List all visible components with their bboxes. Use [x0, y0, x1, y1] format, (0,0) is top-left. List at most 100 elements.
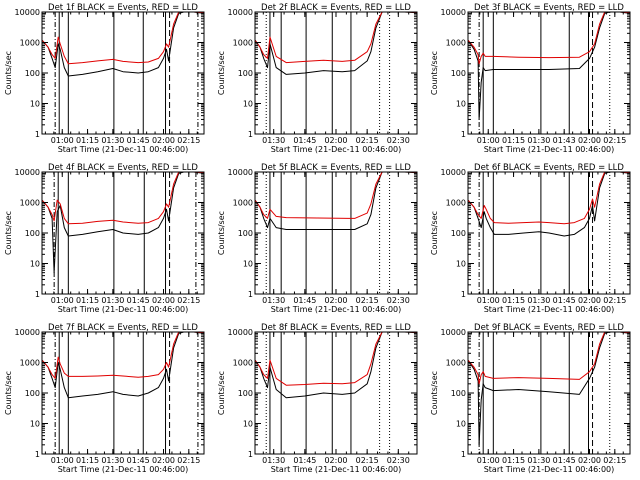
- panel-det-9: 1 10 100 1000 10000 01:00 01:15 01:30 01:45 02:00…: [430, 323, 631, 474]
- x-tick-label: 01:00: [477, 136, 500, 145]
- x-tick-label: 01:00: [477, 296, 500, 305]
- y-tick-label: 1: [248, 450, 253, 459]
- x-tick-label: 01:45: [127, 296, 150, 305]
- y-tick-label: 10: [456, 100, 466, 109]
- y-tick-label: 10: [456, 420, 466, 429]
- x-tick-label: 01:00: [51, 296, 74, 305]
- x-tick-label: 02:15: [356, 296, 379, 305]
- plot-frame: [467, 331, 631, 455]
- panel-det-5: 1 10 100 1000 10000 01:30 01:45 02:00 02:15 02:30…: [217, 163, 418, 314]
- x-axis-title: Start Time (21-Dec-11 00:46:00): [58, 465, 189, 474]
- y-tick-label: 1000: [446, 359, 466, 368]
- panel-title: Det 7f BLACK = Events, RED = LLD: [48, 323, 198, 333]
- panel-title: Det 8f BLACK = Events, RED = LLD: [261, 323, 411, 333]
- events-series-line: [41, 331, 205, 399]
- x-tick-label: 01:15: [502, 456, 525, 465]
- x-axis-title: Start Time (21-Dec-11 00:46:00): [484, 305, 615, 314]
- panel-det-3: 1 10 100 1000 10000 01:00 01:15 01:30 01:43 02:00…: [430, 3, 631, 154]
- panel-title: Det 4f BLACK = Events, RED = LLD: [48, 163, 198, 173]
- y-tick-label: 1000: [233, 359, 253, 368]
- x-tick-label: 02:00: [578, 296, 601, 305]
- x-tick-label: 02:00: [152, 456, 175, 465]
- panel-det-2: 1 10 100 1000 10000 01:30 01:45 02:00 02:15 02:30…: [217, 3, 418, 154]
- panel-det-1: 1 10 100 1000 10000 01:00 01:15 01:30 01:45 02:00…: [4, 3, 205, 154]
- x-tick-label: 02:15: [356, 456, 379, 465]
- y-axis-title: Counts/sec: [4, 51, 13, 95]
- x-tick-label: 02:15: [356, 136, 379, 145]
- y-tick-label: 1000: [233, 39, 253, 48]
- x-tick-label: 02:15: [177, 456, 200, 465]
- events-series-line: [254, 331, 418, 399]
- x-tick-label: 02:00: [324, 456, 347, 465]
- y-tick-label: 100: [25, 389, 40, 398]
- y-tick-label: 1000: [446, 39, 466, 48]
- x-axis-title: Start Time (21-Dec-11 00:46:00): [484, 465, 615, 474]
- x-axis-title: Start Time (21-Dec-11 00:46:00): [58, 305, 189, 314]
- x-tick-label: 02:15: [603, 456, 626, 465]
- events-series-line: [467, 171, 631, 237]
- x-tick-label: 01:15: [502, 136, 525, 145]
- events-series-line: [254, 171, 418, 230]
- lld-series-line: [467, 171, 631, 225]
- events-series-line: [467, 331, 631, 446]
- y-axis-title: Counts/sec: [430, 51, 439, 95]
- y-tick-label: 1: [35, 450, 40, 459]
- x-tick-label: 02:00: [578, 136, 601, 145]
- x-tick-label: 02:15: [177, 296, 200, 305]
- x-axis-title: Start Time (21-Dec-11 00:46:00): [271, 465, 402, 474]
- y-axis-title: Counts/sec: [217, 211, 226, 255]
- y-tick-label: 1: [461, 290, 466, 299]
- y-tick-label: 10000: [15, 328, 40, 337]
- x-tick-label: 01:45: [293, 296, 316, 305]
- lld-series-line: [41, 11, 205, 65]
- x-tick-label: 01:15: [76, 136, 99, 145]
- y-tick-label: 1: [248, 130, 253, 139]
- y-tick-label: 10: [30, 420, 40, 429]
- x-tick-label: 02:00: [152, 136, 175, 145]
- y-axis-title: Counts/sec: [4, 211, 13, 255]
- y-tick-label: 100: [451, 389, 466, 398]
- panel-det-4: 1 10 100 1000 10000 01:00 01:15 01:30 01:45 02:00…: [4, 163, 205, 314]
- y-axis-title: Counts/sec: [430, 371, 439, 415]
- x-tick-label: 01:30: [527, 296, 550, 305]
- x-tick-label: 01:30: [262, 296, 285, 305]
- lld-series-line: [254, 11, 418, 64]
- y-axis-title: Counts/sec: [217, 51, 226, 95]
- events-series-line: [254, 11, 418, 75]
- lld-series-line: [467, 331, 631, 385]
- panel-title: Det 6f BLACK = Events, RED = LLD: [474, 163, 624, 173]
- lld-series-line: [41, 171, 205, 225]
- x-tick-label: 01:45: [293, 456, 316, 465]
- events-series-line: [41, 11, 205, 77]
- x-tick-label: 01:43: [553, 136, 576, 145]
- panel-det-7: 1 10 100 1000 10000 01:00 01:15 01:30 01:45 02:00…: [4, 323, 205, 474]
- lld-series-line: [41, 331, 205, 379]
- plot-frame: [254, 331, 418, 455]
- panel-title: Det 9f BLACK = Events, RED = LLD: [474, 323, 624, 333]
- x-tick-label: 01:30: [262, 456, 285, 465]
- y-tick-label: 1000: [446, 199, 466, 208]
- panel-title: Det 3f BLACK = Events, RED = LLD: [474, 3, 624, 13]
- x-tick-label: 01:30: [101, 296, 124, 305]
- y-axis-title: Counts/sec: [430, 211, 439, 255]
- y-tick-label: 1000: [20, 199, 40, 208]
- y-tick-label: 100: [451, 69, 466, 78]
- y-tick-label: 100: [238, 229, 253, 238]
- x-axis-title: Start Time (21-Dec-11 00:46:00): [484, 145, 615, 154]
- panel-title: Det 5f BLACK = Events, RED = LLD: [261, 163, 411, 173]
- y-tick-label: 1: [248, 290, 253, 299]
- y-tick-label: 10: [243, 100, 253, 109]
- x-axis-title: Start Time (21-Dec-11 00:46:00): [271, 145, 402, 154]
- x-axis-title: Start Time (21-Dec-11 00:46:00): [58, 145, 189, 154]
- y-tick-label: 10: [243, 260, 253, 269]
- plot-frame: [254, 11, 418, 135]
- y-tick-label: 10000: [228, 168, 253, 177]
- y-tick-label: 100: [238, 389, 253, 398]
- x-tick-label: 01:30: [101, 456, 124, 465]
- x-tick-label: 01:00: [477, 456, 500, 465]
- y-tick-label: 10000: [15, 8, 40, 17]
- y-tick-label: 10: [243, 420, 253, 429]
- plot-frame: [41, 11, 205, 135]
- y-tick-label: 1: [35, 290, 40, 299]
